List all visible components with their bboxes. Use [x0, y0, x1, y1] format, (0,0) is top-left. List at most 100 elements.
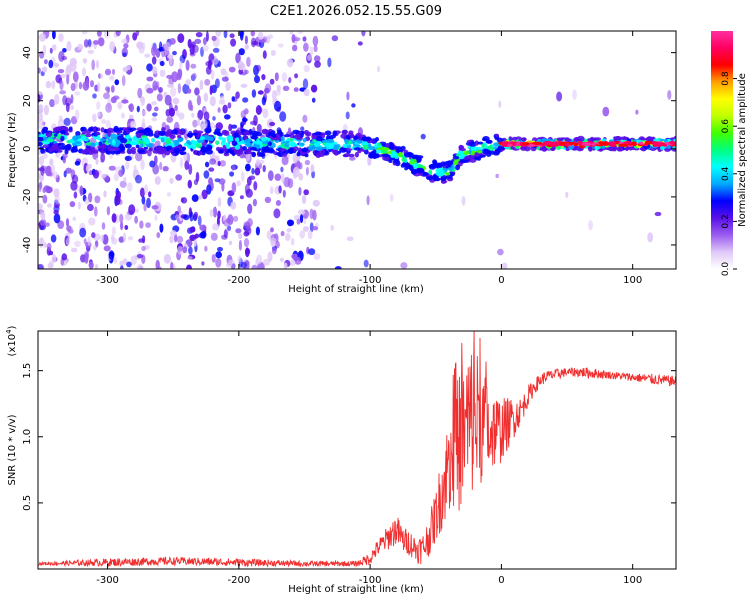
heatmap-cell	[146, 63, 153, 72]
heatmap-cell	[302, 78, 309, 89]
heatmap-cell	[81, 131, 87, 135]
heatmap-cell	[280, 230, 285, 237]
colorbar-tick-label: 0.0	[721, 262, 731, 277]
heatmap-cell	[84, 197, 90, 205]
heatmap-cell	[449, 171, 454, 177]
heatmap-cell	[477, 156, 481, 161]
heatmap-cell	[330, 224, 335, 231]
heatmap-cell	[430, 163, 438, 168]
heatmap-cell	[243, 221, 251, 230]
heatmap-cell	[289, 150, 294, 154]
heatmap-cell	[60, 73, 66, 79]
heatmap-cell	[49, 158, 54, 166]
heatmap-cell	[274, 173, 282, 181]
heatmap-cell	[299, 142, 305, 146]
heatmap-cell	[125, 161, 130, 170]
heatmap-cell	[65, 218, 70, 227]
heatmap-cell	[38, 155, 45, 166]
heatmap-cell	[238, 48, 245, 56]
heatmap-cell	[159, 223, 164, 233]
heatmap-cell	[198, 151, 203, 156]
heatmap-cell	[114, 194, 121, 206]
heatmap-cell	[111, 226, 116, 235]
heatmap-cell	[158, 130, 166, 135]
heatmap-cell	[155, 48, 161, 58]
heatmap-cell	[298, 173, 304, 181]
heatmap-cell	[191, 194, 199, 203]
heatmap-cell	[42, 126, 49, 132]
heatmap-cell	[522, 142, 530, 146]
heatmap-cell	[345, 135, 351, 140]
heatmap-cell	[281, 155, 289, 166]
heatmap-cell	[374, 149, 383, 154]
heatmap-cell	[65, 167, 73, 174]
heatmap-cell	[78, 81, 83, 90]
x-tick-label: 100	[623, 575, 642, 586]
heatmap-cell	[88, 261, 94, 269]
heatmap-cell	[266, 230, 272, 240]
heatmap-cell	[565, 147, 570, 152]
heatmap-cell	[393, 158, 400, 164]
snr-y-label: SNR (10 * v/v)	[7, 414, 18, 485]
heatmap-cell	[164, 132, 172, 136]
heatmap-cell	[647, 232, 654, 243]
heatmap-cell	[71, 247, 78, 253]
heatmap-cell	[239, 195, 244, 200]
heatmap-cell	[201, 261, 205, 266]
heatmap-cell	[228, 123, 233, 132]
heatmap-cell	[510, 145, 515, 150]
heatmap-cell	[38, 203, 43, 210]
heatmap-cell	[53, 188, 60, 198]
heatmap-cell	[440, 177, 447, 181]
heatmap-cell	[123, 43, 129, 49]
heatmap-cell	[244, 69, 249, 75]
heatmap-cell	[165, 138, 172, 145]
heatmap-cell	[202, 37, 207, 46]
heatmap-cell	[103, 245, 111, 252]
heatmap-cell	[58, 115, 63, 122]
heatmap-cell	[151, 205, 159, 210]
heatmap-cell	[179, 157, 184, 169]
heatmap-cell	[250, 136, 258, 140]
heatmap-cell	[226, 135, 234, 141]
heatmap-cell	[185, 59, 190, 71]
heatmap-cell	[440, 161, 447, 166]
heatmap-cell	[225, 217, 231, 224]
colorbar-axis: 0.0 0.2 0.4 0.6 0.8	[721, 71, 737, 276]
heatmap-cell	[307, 54, 312, 61]
heatmap-cell	[119, 137, 128, 144]
heatmap-cell	[225, 81, 231, 91]
heatmap-cell	[303, 189, 310, 196]
heatmap-cell	[122, 232, 127, 243]
heatmap-cell	[204, 161, 210, 168]
heatmap-cell	[120, 221, 124, 231]
x-tick-label: -300	[96, 275, 119, 286]
heatmap-cell	[479, 154, 486, 158]
heatmap-cell	[312, 199, 320, 207]
heatmap-cell	[255, 140, 263, 145]
heatmap-cell	[238, 232, 243, 240]
heatmap-cell	[74, 91, 81, 96]
heatmap-cell	[255, 159, 261, 166]
heatmap-cell	[294, 133, 302, 140]
heatmap-cell	[215, 122, 223, 131]
heatmap-cell	[193, 239, 197, 247]
heatmap-cell	[53, 133, 58, 137]
heatmap-cell	[40, 218, 47, 227]
snr-y-axis: 0.5 1.0 1.5	[22, 363, 676, 511]
heatmap-cell	[432, 159, 437, 165]
heatmap-cell	[82, 81, 90, 91]
heatmap-cell	[204, 245, 208, 252]
heatmap-cell	[58, 33, 64, 42]
heatmap-cell	[246, 142, 253, 147]
heatmap-cell	[169, 230, 177, 236]
heatmap-cell	[73, 191, 78, 199]
heatmap-cell	[245, 45, 250, 49]
heatmap-cell	[101, 119, 107, 124]
heatmap-cell	[158, 87, 163, 93]
heatmap-cell	[638, 141, 644, 145]
heatmap-cell	[251, 41, 259, 46]
heatmap-cell	[495, 133, 499, 138]
y-tick-label: -40	[22, 237, 33, 253]
heatmap-cell	[257, 90, 264, 95]
